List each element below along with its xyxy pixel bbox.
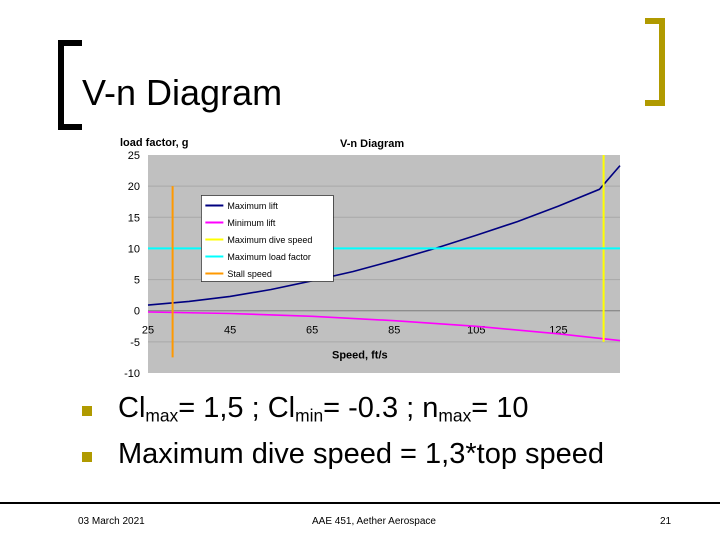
left-bracket-decoration: [58, 40, 82, 130]
bullet-text-coefficients: Clmax= 1,5 ; Clmin= -0.3 ; nmax= 10: [118, 392, 529, 426]
bullet-text-part: = -0.3 ; n: [323, 392, 439, 424]
x-axis-label: Speed, ft/s: [332, 350, 388, 362]
bullet-text-part: = 1,5 ; Cl: [178, 392, 296, 424]
slide-title: V-n Diagram: [82, 72, 283, 113]
footer-page-number: 21: [660, 516, 672, 527]
bullet-text-part: = 10: [471, 392, 529, 424]
legend-label: Maximum load factor: [227, 252, 311, 262]
y-tick-label: 20: [128, 181, 140, 193]
footer-divider: [0, 502, 720, 504]
y-tick-label: -10: [124, 368, 140, 380]
y-tick-label: -5: [130, 337, 140, 349]
x-tick-label: 45: [224, 325, 236, 337]
bullet-text-part: Cl: [118, 392, 146, 424]
y-tick-label: 0: [134, 306, 140, 318]
footer-date: 03 March 2021: [78, 516, 145, 527]
bullet-text-dive-speed: Maximum dive speed = 1,3*top speed: [118, 438, 605, 470]
bullet-marker-icon: [82, 452, 92, 462]
legend-label: Maximum dive speed: [227, 235, 312, 245]
y-tick-label: 15: [128, 212, 140, 224]
x-tick-label: 85: [388, 325, 400, 337]
subscript-min: min: [295, 405, 324, 426]
y-tick-label: 10: [128, 243, 140, 255]
subscript-max: max: [438, 405, 472, 426]
y-tick-label: 25: [128, 150, 140, 162]
series-line-minimum-lift: [147, 311, 621, 342]
bullet-marker-icon: [82, 406, 92, 416]
y-axis-label: load factor, g: [120, 137, 188, 149]
legend-label: Maximum lift: [227, 201, 278, 211]
chart-title: V-n Diagram: [340, 138, 404, 150]
y-tick-label: 5: [134, 275, 140, 287]
right-bracket-decoration: [645, 18, 665, 106]
x-tick-label: 25: [142, 325, 154, 337]
footer-center-text: AAE 451, Aether Aerospace: [312, 516, 436, 527]
subscript-max: max: [145, 405, 179, 426]
legend-label: Stall speed: [227, 269, 272, 279]
x-tick-label: 105: [467, 325, 485, 337]
legend-label: Minimum lift: [227, 218, 276, 228]
x-tick-label: 65: [306, 325, 318, 337]
series-line-maximum-lift: [147, 165, 621, 306]
